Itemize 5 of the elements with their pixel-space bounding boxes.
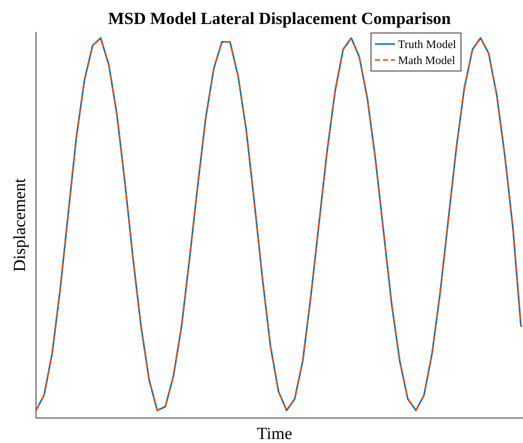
legend-label: Truth Model (398, 39, 456, 51)
x-axis-title: Time (256, 424, 292, 443)
legend-label: Math Model (398, 55, 456, 67)
y-axis-title: Displacement (10, 178, 29, 272)
chart-title: MSD Model Lateral Displacement Comparison (108, 9, 452, 28)
